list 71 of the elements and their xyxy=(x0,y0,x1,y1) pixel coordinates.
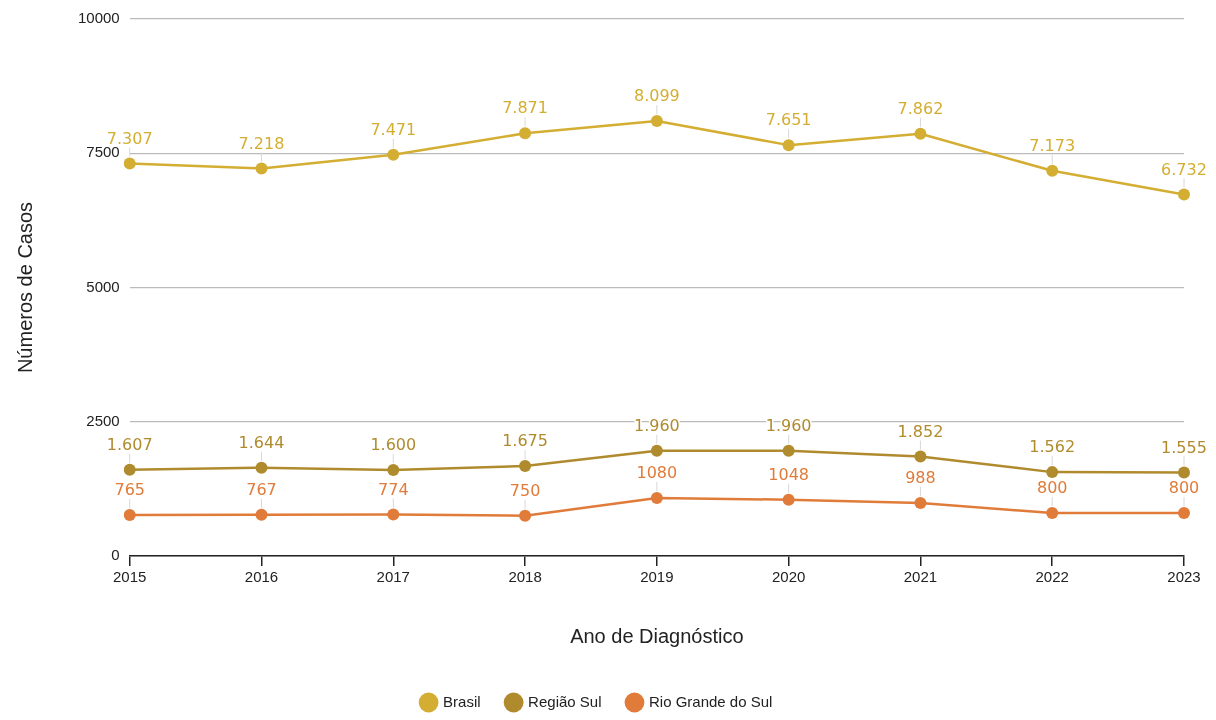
x-tick-label: 2020 xyxy=(771,568,806,586)
point xyxy=(387,508,400,521)
x-tick-label: 2019 xyxy=(640,568,674,586)
point xyxy=(519,127,532,140)
point xyxy=(255,162,268,175)
data-label: 7.651 xyxy=(765,110,812,130)
data-label: 1.607 xyxy=(106,434,153,454)
point xyxy=(1046,466,1059,479)
point xyxy=(782,139,795,152)
point xyxy=(123,157,136,170)
point xyxy=(782,493,795,506)
data-label: 1.852 xyxy=(897,421,944,441)
point xyxy=(650,444,663,457)
data-label: 1.600 xyxy=(370,435,417,455)
data-label: 1080 xyxy=(636,463,678,483)
data-label: 1.644 xyxy=(238,432,285,452)
data-label: 8.099 xyxy=(633,86,680,106)
point xyxy=(1178,466,1190,479)
point xyxy=(650,492,663,504)
point xyxy=(1046,164,1059,177)
point xyxy=(519,509,532,522)
x-tick-label: 2016 xyxy=(244,568,279,586)
data-label: 7.871 xyxy=(502,98,548,118)
data-label: 988 xyxy=(905,468,936,488)
data-label: 1.960 xyxy=(633,415,680,435)
data-label: 800 xyxy=(1168,478,1200,498)
y-axis-title: Números de Casos xyxy=(13,201,36,374)
point xyxy=(914,450,927,463)
data-label: 1.562 xyxy=(1029,437,1076,457)
point xyxy=(123,463,136,476)
point xyxy=(519,460,532,473)
data-label: 1.675 xyxy=(502,431,548,451)
legend-label: Região Sul xyxy=(528,692,602,710)
point xyxy=(650,115,663,128)
point xyxy=(1178,507,1190,520)
x-tick-label: 2023 xyxy=(1167,568,1201,586)
data-label: 767 xyxy=(246,479,277,499)
y-tick-label: 2500 xyxy=(86,411,120,429)
data-label: 750 xyxy=(509,480,541,500)
data-label: 6.732 xyxy=(1161,159,1207,179)
x-tick-label: 2021 xyxy=(903,568,938,586)
data-label: 800 xyxy=(1036,478,1068,498)
x-tick-label: 2017 xyxy=(376,568,410,586)
point xyxy=(914,496,927,509)
legend-label: Rio Grande do Sul xyxy=(648,692,773,710)
point xyxy=(255,461,268,474)
y-tick-label: 10000 xyxy=(77,9,120,27)
y-tick-label: 0 xyxy=(111,546,120,564)
data-label: 1.555 xyxy=(1161,437,1207,457)
x-axis-title: Ano de Diagnóstico xyxy=(570,624,744,647)
y-tick-label: 5000 xyxy=(86,277,120,295)
data-label: 1.960 xyxy=(765,415,812,435)
point xyxy=(387,148,400,161)
point xyxy=(255,508,268,521)
point xyxy=(1178,188,1190,201)
data-label: 765 xyxy=(114,480,145,500)
data-label: 7.471 xyxy=(370,119,417,139)
point xyxy=(387,464,400,477)
legend-label: Brasil xyxy=(443,692,481,710)
data-label: 774 xyxy=(378,479,409,499)
data-label: 7.173 xyxy=(1029,135,1076,155)
point xyxy=(1046,507,1059,520)
data-label: 7.862 xyxy=(897,98,944,118)
x-tick-label: 2022 xyxy=(1035,568,1069,586)
x-tick-label: 2015 xyxy=(113,568,147,586)
data-label: 7.218 xyxy=(238,133,285,153)
point xyxy=(782,444,795,457)
data-label: 1048 xyxy=(768,464,809,484)
x-tick-label: 2018 xyxy=(508,568,542,586)
point xyxy=(123,508,136,521)
point xyxy=(914,127,927,140)
